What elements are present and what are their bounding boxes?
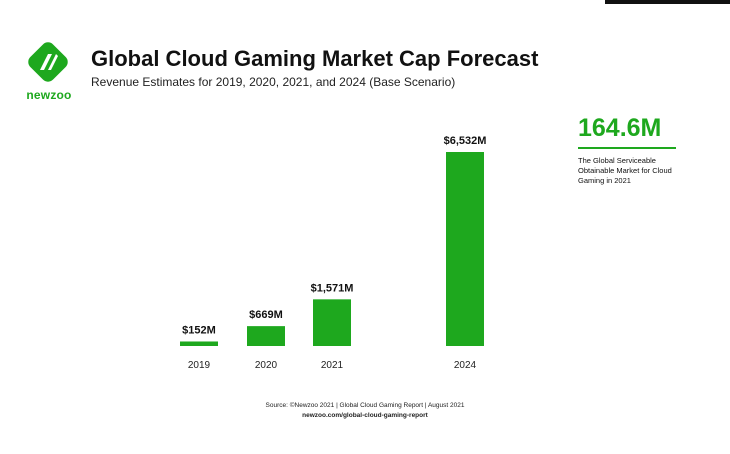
data-label-2019: $152M [182,324,216,336]
data-label-2021: $1,571M [311,282,354,294]
callout-divider [578,147,676,149]
bar-2020 [247,326,285,346]
data-label-2020: $669M [249,309,283,321]
brand-name: newzoo [26,88,72,102]
data-label-2024: $6,532M [444,135,487,147]
market-callout: 164.6M The Global Serviceable Obtainable… [578,116,698,185]
x-tick-label-2024: 2024 [454,360,477,371]
bar-2019 [180,341,218,346]
newzoo-logo-icon [28,42,68,82]
source-citation: Source: ©Newzoo 2021 | Global Cloud Gami… [265,402,465,409]
chart-subtitle: Revenue Estimates for 2019, 2020, 2021, … [91,75,456,89]
bar-2024 [446,152,484,346]
x-tick-label-2019: 2019 [188,360,211,371]
callout-value: 164.6M [578,114,662,142]
callout-description: The Global Serviceable Obtainable Market… [578,156,672,185]
top-edge-bar [605,0,730,4]
chart-title: Global Cloud Gaming Market Cap Forecast [91,46,539,71]
x-tick-label-2020: 2020 [255,360,278,371]
bar-2021 [313,299,351,346]
source-link: newzoo.com/global-cloud-gaming-report [302,412,428,419]
x-tick-label-2021: 2021 [321,360,344,371]
